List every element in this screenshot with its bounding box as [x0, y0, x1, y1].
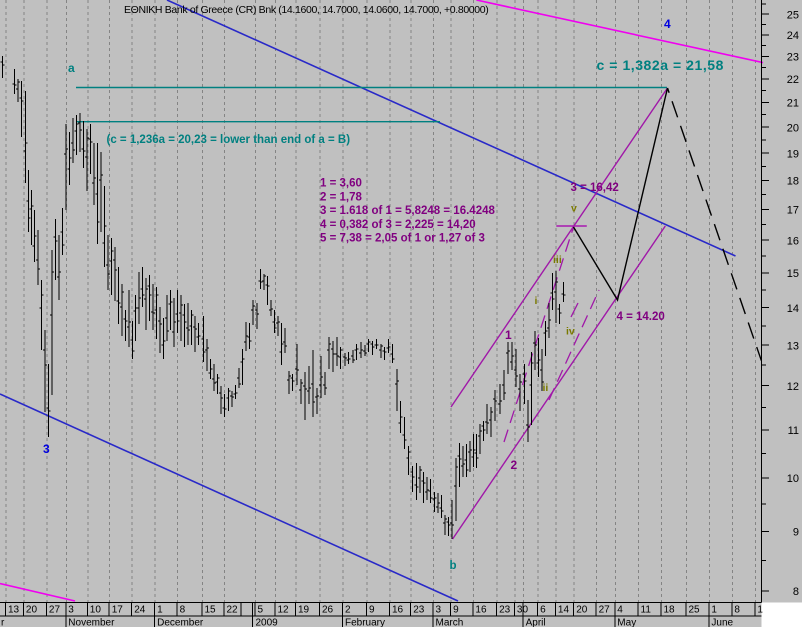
svg-text:24: 24: [787, 30, 799, 42]
svg-text:ii: ii: [543, 382, 549, 394]
svg-text:v: v: [571, 203, 577, 215]
svg-text:b: b: [450, 560, 457, 572]
svg-text:15: 15: [787, 268, 799, 280]
svg-text:iii: iii: [553, 254, 562, 266]
svg-text:April: April: [526, 618, 546, 627]
svg-text:22: 22: [787, 74, 799, 86]
svg-text:November: November: [68, 618, 115, 627]
svg-text:December: December: [157, 618, 204, 627]
svg-text:4: 4: [617, 605, 623, 616]
svg-text:2 = 1,78: 2 = 1,78: [320, 191, 362, 203]
svg-text:1: 1: [757, 605, 763, 616]
svg-text:r: r: [1, 618, 5, 627]
svg-text:8: 8: [180, 605, 186, 616]
svg-text:3 = 16,42: 3 = 16,42: [571, 182, 619, 194]
svg-text:16: 16: [475, 605, 487, 616]
svg-text:11: 11: [788, 425, 799, 437]
svg-text:12: 12: [787, 381, 799, 393]
svg-text:19: 19: [298, 605, 310, 616]
svg-text:9: 9: [793, 527, 799, 539]
svg-text:4: 4: [664, 17, 671, 31]
svg-text:(c = 1,236a = 20,23 = lower th: (c = 1,236a = 20,23 = lower than end of …: [107, 134, 351, 146]
svg-text:25: 25: [787, 9, 799, 21]
svg-text:19: 19: [787, 148, 799, 160]
svg-text:9: 9: [453, 605, 459, 616]
svg-text:8: 8: [793, 586, 799, 598]
svg-text:1: 1: [157, 605, 163, 616]
svg-text:26: 26: [322, 605, 334, 616]
svg-text:20: 20: [787, 122, 799, 134]
svg-text:2009: 2009: [256, 618, 279, 627]
svg-text:1: 1: [711, 605, 717, 616]
svg-text:25: 25: [689, 605, 701, 616]
svg-text:a: a: [68, 61, 75, 75]
svg-text:10: 10: [90, 605, 102, 616]
svg-text:3: 3: [68, 605, 74, 616]
svg-text:9: 9: [369, 605, 375, 616]
svg-text:16: 16: [787, 235, 799, 247]
svg-text:5: 5: [258, 605, 264, 616]
svg-text:18: 18: [664, 605, 676, 616]
svg-text:4 = 0,382 of 3 = 2,225 = 14,2: 4 = 0,382 of 3 = 2,225 = 14,20: [320, 219, 476, 231]
svg-text:ΕΘΝΙΚΗ Bank of Greece (CR) Bnk: ΕΘΝΙΚΗ Bank of Greece (CR) Bnk (14.1600,…: [124, 4, 488, 16]
svg-text:i: i: [535, 295, 538, 307]
svg-text:2: 2: [345, 605, 351, 616]
svg-text:8: 8: [734, 605, 740, 616]
svg-text:10: 10: [787, 473, 799, 485]
svg-text:21: 21: [787, 98, 799, 110]
svg-text:March: March: [436, 618, 464, 627]
svg-text:3: 3: [436, 605, 442, 616]
svg-text:22: 22: [227, 605, 239, 616]
svg-text:3: 3: [43, 442, 50, 456]
svg-text:24: 24: [134, 605, 146, 616]
svg-text:12: 12: [278, 605, 290, 616]
svg-text:13: 13: [787, 340, 799, 352]
svg-text:14: 14: [558, 605, 570, 616]
svg-text:June: June: [711, 618, 733, 627]
svg-text:16: 16: [392, 605, 404, 616]
svg-text:1: 1: [505, 328, 512, 342]
svg-text:4 = 14.20: 4 = 14.20: [617, 311, 665, 323]
svg-text:6: 6: [540, 605, 546, 616]
svg-text:c = 1,382a = 21,58: c = 1,382a = 21,58: [597, 57, 724, 73]
svg-text:February: February: [345, 618, 385, 627]
svg-text:iv: iv: [566, 326, 575, 338]
svg-text:17: 17: [112, 605, 124, 616]
svg-text:27: 27: [49, 605, 61, 616]
svg-text:23: 23: [787, 52, 799, 64]
svg-text:13: 13: [8, 605, 20, 616]
svg-text:23: 23: [413, 605, 425, 616]
svg-text:18: 18: [787, 176, 799, 188]
svg-text:May: May: [617, 618, 636, 627]
svg-text:27: 27: [599, 605, 611, 616]
svg-text:5 = 7,38 = 2,05 of 1 or 1,27 o: 5 = 7,38 = 2,05 of 1 or 1,27 of 3: [320, 233, 485, 245]
svg-text:11: 11: [641, 605, 652, 616]
svg-text:30: 30: [517, 605, 529, 616]
svg-text:3 = 1.618 of 1 = 5,8248 = 16.4: 3 = 1.618 of 1 = 5,8248 = 16.4248: [320, 205, 495, 217]
svg-text:14: 14: [787, 303, 799, 315]
svg-text:15: 15: [205, 605, 217, 616]
svg-text:2: 2: [511, 458, 518, 472]
svg-text:20: 20: [26, 605, 38, 616]
svg-text:1 = 3,60: 1 = 3,60: [320, 178, 362, 190]
svg-text:20: 20: [576, 605, 588, 616]
svg-text:23: 23: [499, 605, 511, 616]
svg-text:17: 17: [787, 205, 799, 217]
